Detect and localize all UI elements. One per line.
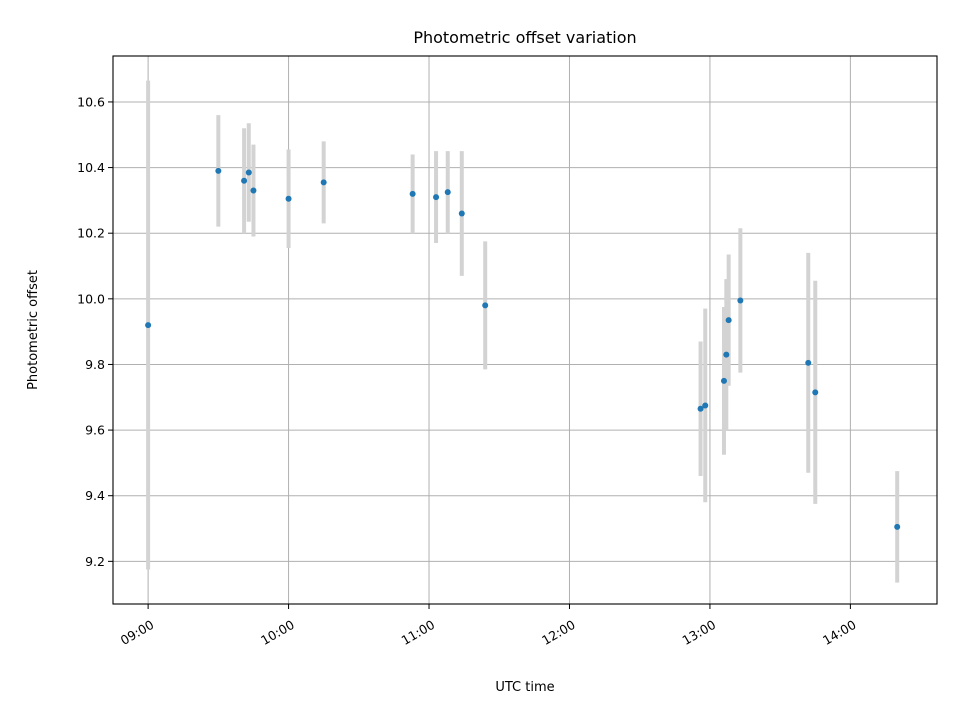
data-point [285, 195, 292, 202]
y-tick-label: 10.4 [77, 160, 105, 175]
y-tick-label: 9.8 [85, 357, 105, 372]
chart-title: Photometric offset variation [413, 28, 636, 47]
y-axis-label: Photometric offset [26, 270, 41, 390]
y-tick-label: 9.2 [85, 554, 105, 569]
data-point [737, 297, 744, 304]
data-point [145, 322, 152, 329]
data-point [241, 177, 248, 184]
data-point [894, 523, 901, 530]
data-point [215, 167, 222, 174]
y-axis-ticks: 9.2 9.4 9.6 9.8 10.0 10.2 10.4 10.6 [77, 94, 113, 569]
y-tick-label: 10.6 [77, 94, 105, 109]
data-point [458, 210, 465, 217]
data-point [702, 402, 709, 409]
data-points [145, 167, 901, 530]
data-point [805, 359, 812, 366]
data-point [444, 189, 451, 196]
data-point [723, 351, 730, 358]
y-tick-label: 9.6 [85, 423, 105, 438]
plot-frame [112, 55, 938, 605]
data-point [697, 405, 704, 412]
data-point [725, 317, 732, 324]
data-point [720, 377, 727, 384]
x-axis-label: UTC time [495, 680, 554, 695]
data-point [812, 389, 819, 396]
data-point [250, 187, 257, 194]
data-point [433, 194, 440, 201]
data-point [409, 190, 416, 197]
data-point [320, 179, 327, 186]
y-tick-label: 9.4 [85, 488, 105, 503]
y-tick-label: 10.0 [77, 291, 105, 306]
data-point [245, 169, 252, 176]
y-tick-label: 10.2 [77, 226, 105, 241]
data-point [482, 302, 489, 309]
